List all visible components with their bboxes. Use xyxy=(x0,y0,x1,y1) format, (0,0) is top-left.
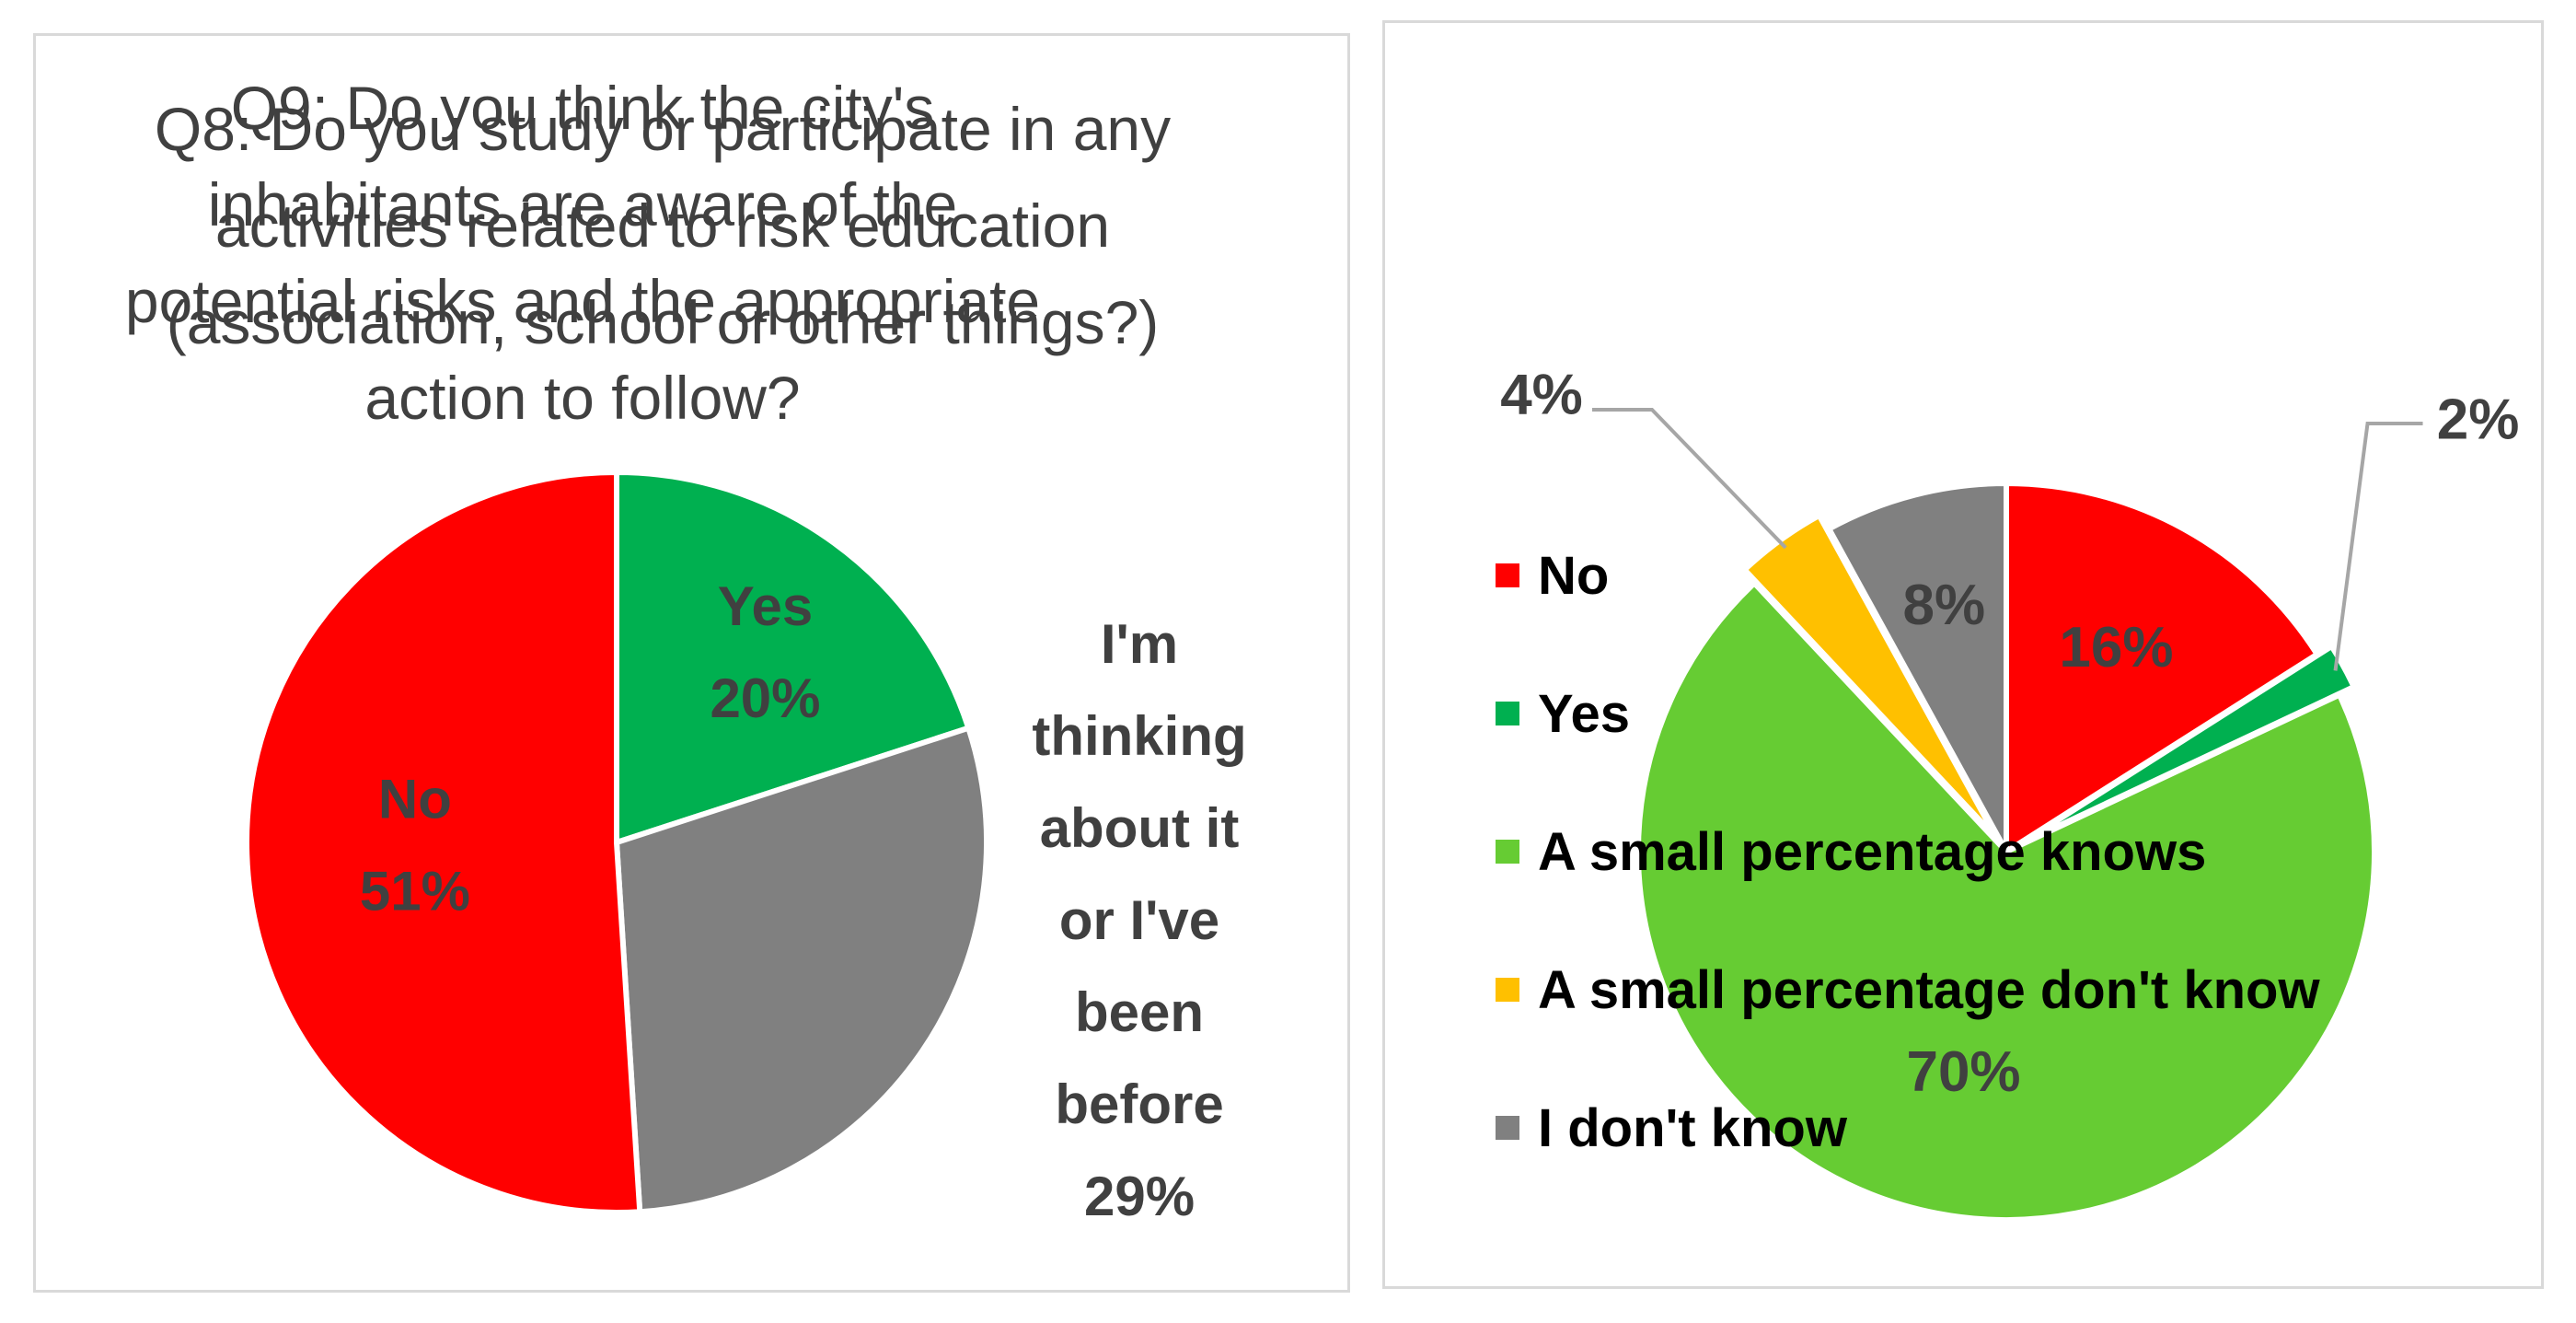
q8-outside-label-line: before xyxy=(1055,1073,1224,1135)
q8-pie-slice-yes xyxy=(614,469,973,847)
q8-data-label-yes-value: 20% xyxy=(710,667,820,729)
legend-item-small-percentage-dont-know: A small percentage don't know xyxy=(1496,957,2320,1022)
q9-leader-line-yes xyxy=(2333,422,2423,671)
legend-label: No xyxy=(1538,545,1610,606)
legend-item-yes: Yes xyxy=(1496,681,1630,746)
q9-data-label-yes: 2% xyxy=(2437,388,2520,451)
q8-data-label-yes-name: Yes xyxy=(718,575,813,637)
q8-outside-label-line: been xyxy=(1074,981,1205,1043)
q9-chart-title: Q9: Do you think the city's inhabitants … xyxy=(124,74,1041,432)
q9-data-label-small-percentage-dont-know: 4% xyxy=(1500,363,1583,426)
q8-outside-label-line: 29% xyxy=(1083,1166,1196,1227)
q8-pie-slice-i-m-thinking-about-it-or-i-ve-been-before xyxy=(613,724,989,1215)
legend-label: I don't know xyxy=(1538,1097,1847,1158)
legend-label: Yes xyxy=(1538,683,1630,744)
legend-item-dont-know: I don't know xyxy=(1496,1096,1847,1160)
legend-item-no: No xyxy=(1496,543,1609,608)
q9-leader-line-small-percentage-dont-know xyxy=(1592,408,1787,550)
legend-swatch xyxy=(1496,563,1519,587)
q9-data-label-dont-know: 8% xyxy=(1903,574,1986,637)
q9-pie-slice-a-small-percentage-knows xyxy=(1635,579,2377,1223)
legend-item-small-percentage-knows: A small percentage knows xyxy=(1496,819,2206,884)
q8-chart-title: Q8: Do you study or participate in any a… xyxy=(154,95,1172,356)
q8-outside-label-line: about it xyxy=(1039,797,1240,859)
q8-outside-label-line: or I've xyxy=(1058,889,1220,951)
legend-swatch xyxy=(1496,978,1519,1002)
q9-data-label-no: 16% xyxy=(2059,616,2173,679)
q8-outside-label-line: thinking xyxy=(1032,705,1247,767)
legend-swatch xyxy=(1496,702,1519,725)
legend-swatch xyxy=(1496,840,1519,864)
legend-label: A small percentage don't know xyxy=(1538,959,2320,1020)
q9-pie-slice-yes xyxy=(2019,642,2358,847)
q9-data-label-small-percentage-knows: 70% xyxy=(1906,1040,2020,1104)
q8-data-label-no-value: 51% xyxy=(360,861,470,923)
q8-outside-label-thinking: I'm thinking about it or I've been befor… xyxy=(992,598,1287,1243)
q9-pie-slice-no xyxy=(2004,480,2321,857)
legend-swatch xyxy=(1496,1116,1519,1140)
q9-pie-slice-i-don-t-know xyxy=(1825,480,2009,853)
q8-outside-label-line: I'm xyxy=(1100,613,1179,675)
q8-data-label-no-name: No xyxy=(378,769,452,830)
q8-pie-slice-no xyxy=(244,469,643,1215)
legend-label: A small percentage knows xyxy=(1538,821,2207,882)
